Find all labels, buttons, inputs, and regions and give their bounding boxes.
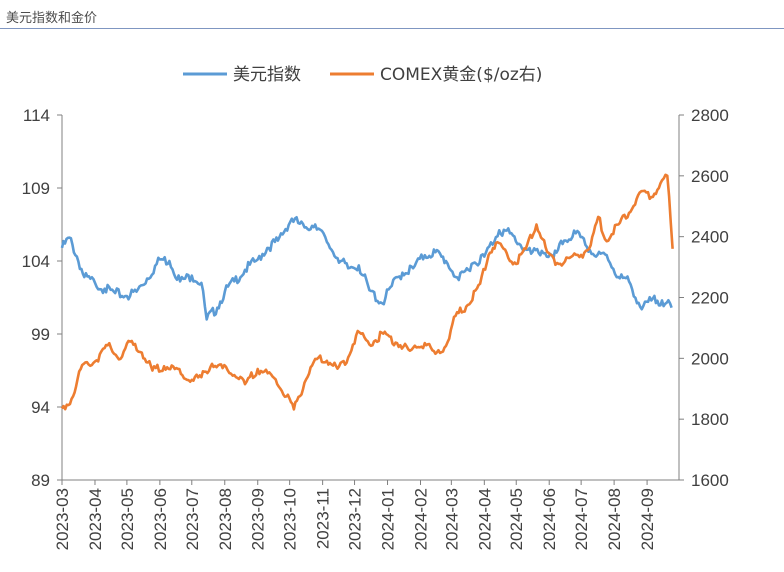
x-tick-label: 2023-11 <box>314 488 333 549</box>
x-tick-label: 2023-08 <box>216 488 235 550</box>
page-caption: 美元指数和金价 <box>6 11 98 26</box>
x-tick-label: 2023-03 <box>53 488 72 550</box>
x-tick-label: 2023-05 <box>118 488 137 550</box>
x-tick-label: 2023-06 <box>151 488 170 550</box>
x-tick-label: 2024-04 <box>475 488 494 550</box>
x-tick-label: 2024-07 <box>572 488 591 550</box>
x-tick-label: 2024-08 <box>605 488 624 550</box>
x-tick-label: 2024-02 <box>411 488 430 550</box>
x-tick-label: 2023-12 <box>346 488 365 550</box>
x-tick-label: 2024-03 <box>442 488 461 550</box>
left-y-tick-label: 114 <box>23 106 50 125</box>
right-y-tick-label: 2600 <box>691 167 729 186</box>
left-y-tick-label: 94 <box>31 398 50 417</box>
right-y-tick-label: 2800 <box>691 106 729 125</box>
right-y-tick-label: 2400 <box>691 228 729 247</box>
x-tick-label: 2024-01 <box>379 488 398 550</box>
right-y-tick-label: 2000 <box>691 349 729 368</box>
axes: 89 94 99 104 109 114 1600 1800 2000 2200 2400 2600 2… <box>22 106 729 550</box>
legend-comex-gold-label: COMEX黄金($/oz右) <box>380 65 542 85</box>
left-y-tick-label: 109 <box>22 179 50 198</box>
x-tick-label: 2023-10 <box>281 488 300 550</box>
x-tick-label: 2023-04 <box>86 488 105 550</box>
left-y-tick-label: 99 <box>31 325 50 344</box>
caption-divider <box>0 28 784 29</box>
legend: 美元指数 COMEX黄金($/oz右) <box>183 65 542 85</box>
right-y-tick-label: 1600 <box>691 471 729 490</box>
right-y-tick-label: 1800 <box>691 410 729 429</box>
legend-usd-index-label: 美元指数 <box>233 65 301 85</box>
left-y-tick-label: 89 <box>31 471 50 490</box>
x-tick-label: 2024-05 <box>507 488 526 550</box>
left-y-tick-label: 104 <box>22 252 50 271</box>
x-tick-label: 2023-07 <box>183 488 202 550</box>
comex-gold-line <box>60 173 674 411</box>
x-tick-label: 2024-06 <box>540 488 559 550</box>
x-tick-label: 2023-09 <box>249 488 268 550</box>
x-tick-label: 2024-09 <box>638 488 657 550</box>
series-lines <box>60 173 674 411</box>
right-y-tick-label: 2200 <box>691 289 729 308</box>
usd-index-line <box>60 216 673 321</box>
